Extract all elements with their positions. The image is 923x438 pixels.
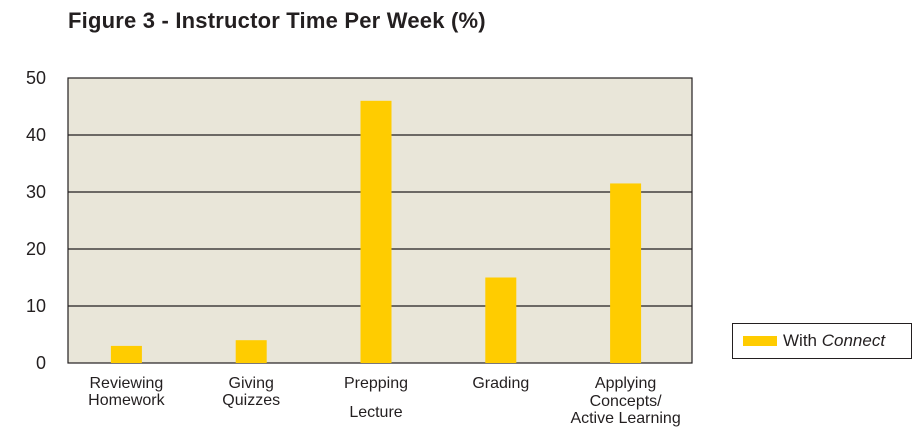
x-tick-label: Reviewing [89,375,163,392]
y-tick-label: 10 [26,296,46,316]
x-tick-label: Concepts/ [590,393,663,410]
legend-label-emphasis: Connect [821,331,886,350]
x-tick-label: Homework [88,392,165,409]
bar [360,100,392,364]
bar [610,183,642,363]
bar [485,277,517,363]
x-tick-label: Active Learning [570,410,680,427]
y-tick-label: 50 [26,68,46,88]
legend-swatch [743,336,777,346]
x-tick-label: Prepping [344,375,408,392]
x-tick-label: Grading [472,375,529,392]
y-tick-label: 0 [36,353,46,373]
chart-title: Figure 3 - Instructor Time Per Week (%) [68,8,486,33]
bar [110,345,142,363]
x-tick-label: Giving [229,375,274,392]
x-tick-label: Lecture [349,404,402,421]
x-tick-label: Applying [595,375,656,392]
legend-label: With Connect [783,331,885,351]
y-tick-label: 20 [26,239,46,259]
bar [235,340,267,363]
legend-label-prefix: With [783,331,822,350]
y-tick-label: 30 [26,182,46,202]
x-tick-label: Quizzes [222,392,280,409]
y-tick-label: 40 [26,125,46,145]
legend: With Connect [732,323,912,359]
